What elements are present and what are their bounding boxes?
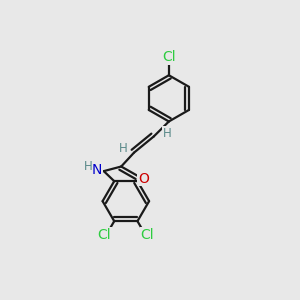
Text: H: H	[84, 160, 92, 173]
Text: N: N	[92, 163, 102, 177]
Text: Cl: Cl	[141, 228, 154, 242]
Text: H: H	[118, 142, 127, 154]
Text: H: H	[163, 127, 172, 140]
Text: O: O	[138, 172, 149, 185]
Text: Cl: Cl	[162, 50, 176, 64]
Text: Cl: Cl	[98, 228, 111, 242]
